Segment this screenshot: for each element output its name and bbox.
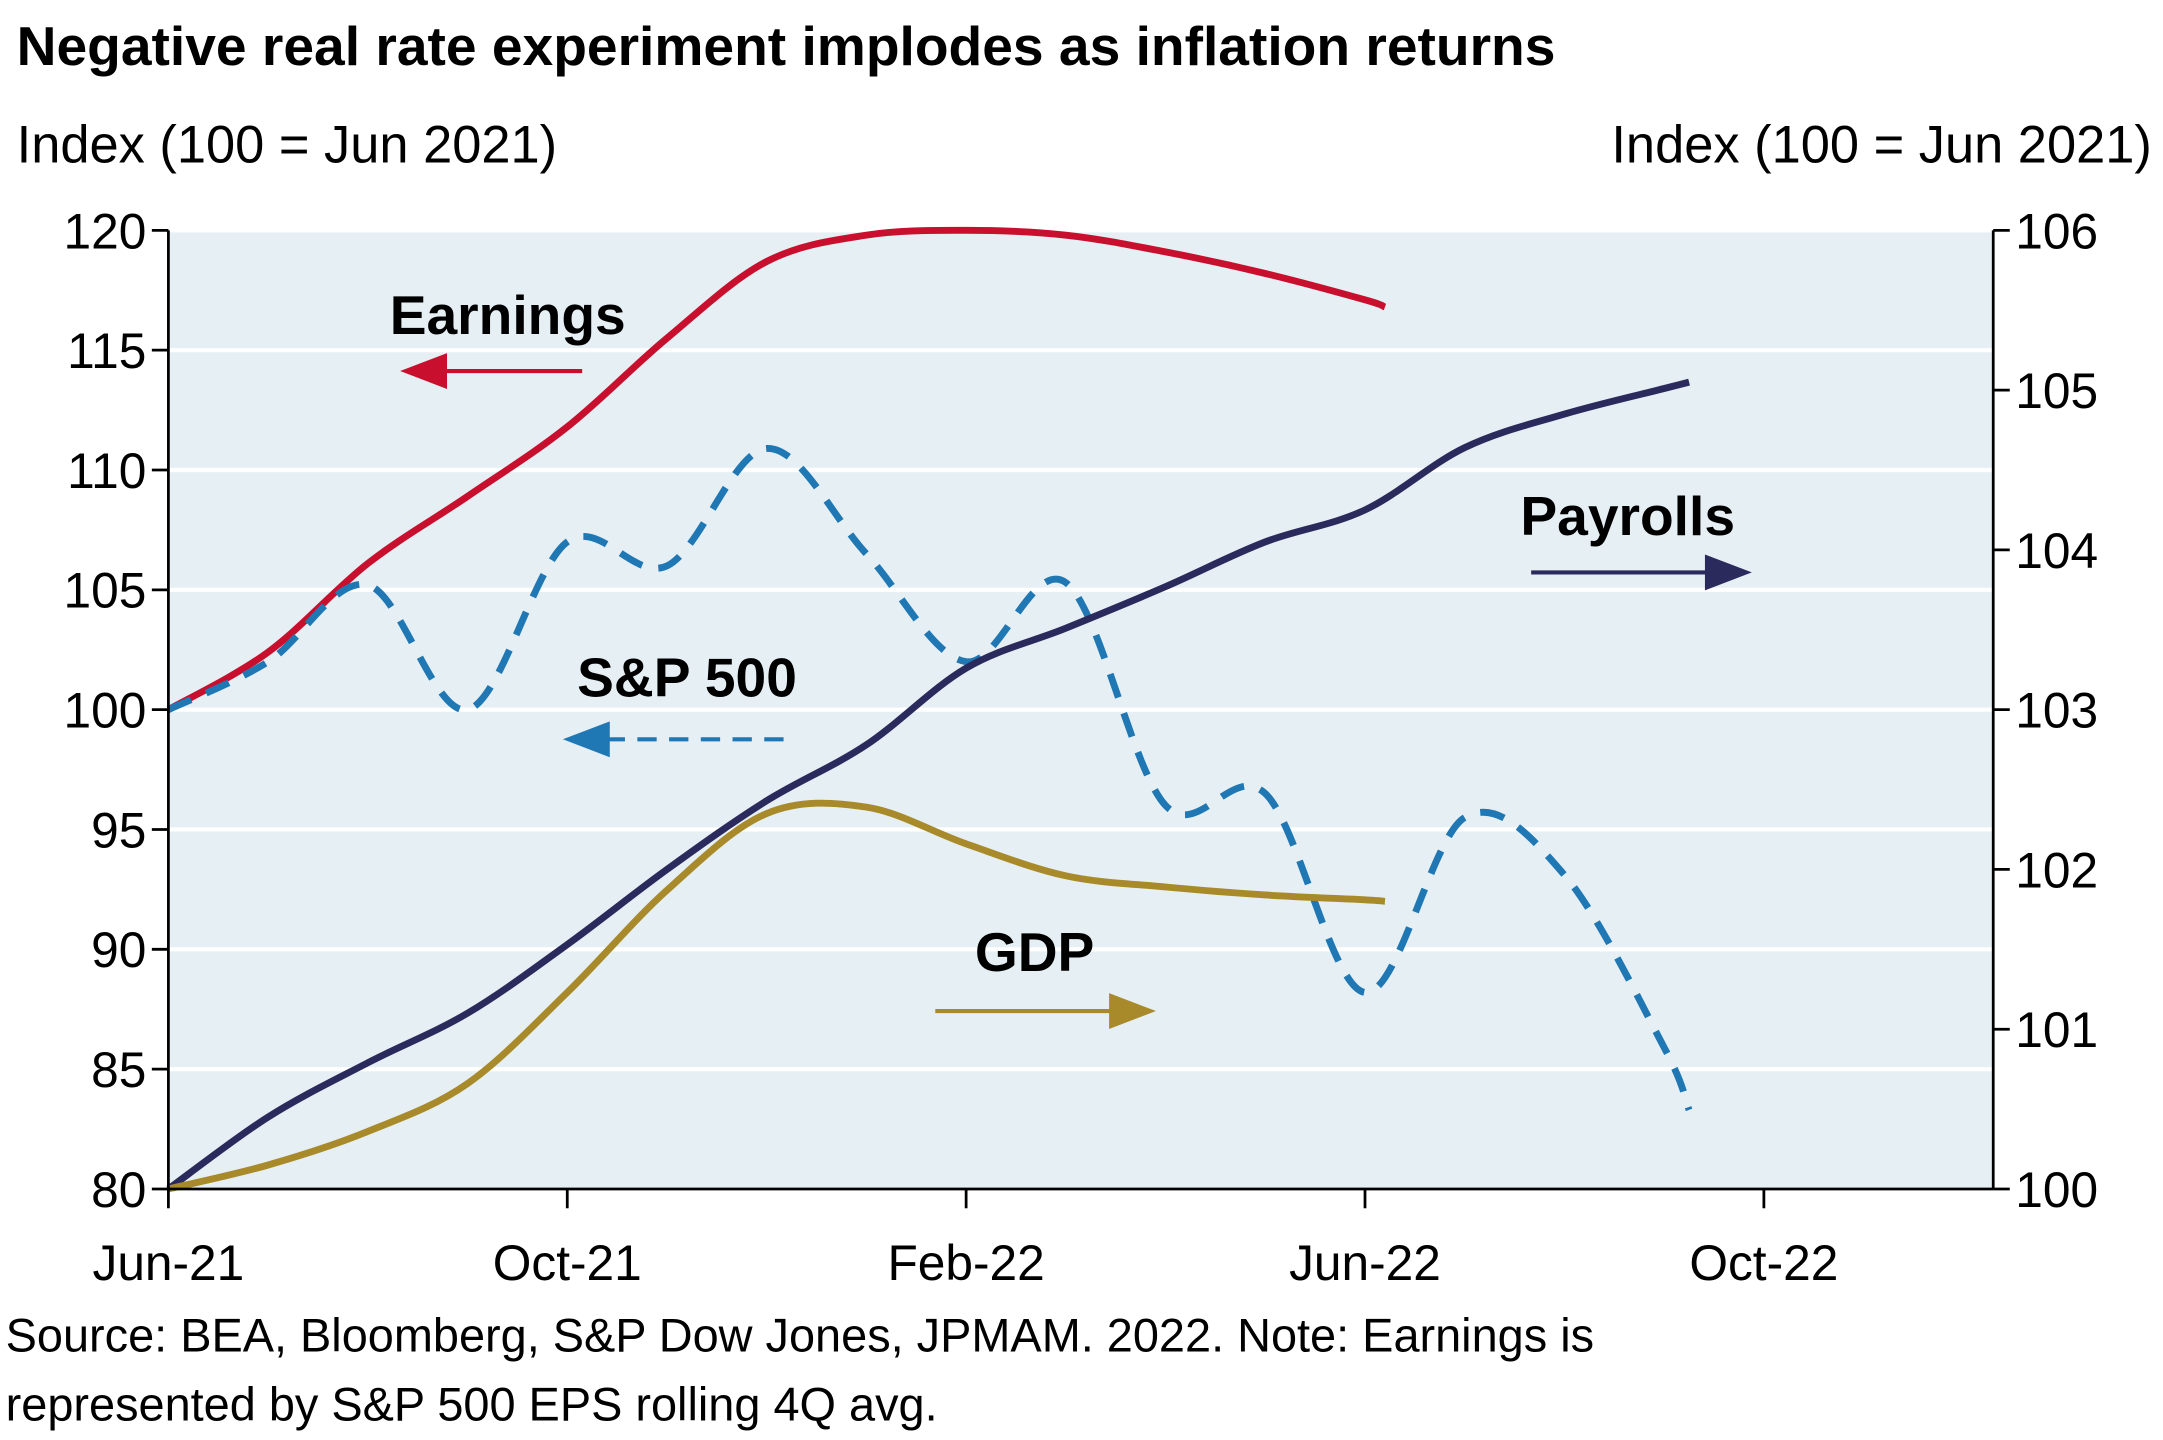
y2-tick-label: 104 xyxy=(2015,523,2098,579)
y-tick-label: 120 xyxy=(63,203,146,259)
y-tick-label: 85 xyxy=(91,1042,146,1098)
series-line xyxy=(166,378,1690,1192)
x-tick-label: Feb-22 xyxy=(887,1235,1044,1291)
x-tick-label: Oct-21 xyxy=(493,1235,642,1291)
annotation-arrows xyxy=(400,353,1752,1029)
y-tick-label: 80 xyxy=(91,1162,146,1218)
source-note: represented by S&P 500 EPS rolling 4Q av… xyxy=(6,1379,938,1431)
source-note: Source: BEA, Bloomberg, S&P Dow Jones, J… xyxy=(6,1310,1594,1362)
y-tick-label: 105 xyxy=(63,563,146,619)
arrow-head xyxy=(1704,554,1752,591)
y-tick-label: 95 xyxy=(91,802,146,858)
y2-axis-title: Index (100 = Jun 2021) xyxy=(1611,117,2151,175)
arrow-head xyxy=(562,721,610,758)
series-line xyxy=(166,226,1387,713)
y-axis-title: Index (100 = Jun 2021) xyxy=(17,117,557,175)
series-label: GDP xyxy=(975,921,1095,983)
y-tick-label: 110 xyxy=(67,443,146,499)
y2-tick-label: 102 xyxy=(2015,842,2098,898)
y2-tick-label: 101 xyxy=(2015,1002,2098,1058)
series-label: Payrolls xyxy=(1520,485,1735,547)
chart-title: Negative real rate experiment implodes a… xyxy=(17,15,1556,77)
y-tick-label: 100 xyxy=(63,683,146,739)
y-tick-label: 115 xyxy=(67,323,146,379)
series-line xyxy=(167,799,1386,1193)
y2-tick-label: 100 xyxy=(2015,1162,2098,1218)
series-label: S&P 500 xyxy=(577,647,797,709)
x-tick-label: Jun-21 xyxy=(92,1235,244,1291)
x-tick-label: Jun-22 xyxy=(1289,1235,1441,1291)
y2-tick-label: 106 xyxy=(2015,203,2098,259)
y2-tick-label: 105 xyxy=(2015,363,2098,419)
arrow-head xyxy=(400,353,448,389)
series-label: Earnings xyxy=(390,284,626,346)
x-tick-label: Oct-22 xyxy=(1689,1235,1838,1291)
y2-tick-label: 103 xyxy=(2015,683,2098,739)
y-tick-label: 90 xyxy=(91,922,146,978)
arrow-head xyxy=(1109,993,1156,1029)
